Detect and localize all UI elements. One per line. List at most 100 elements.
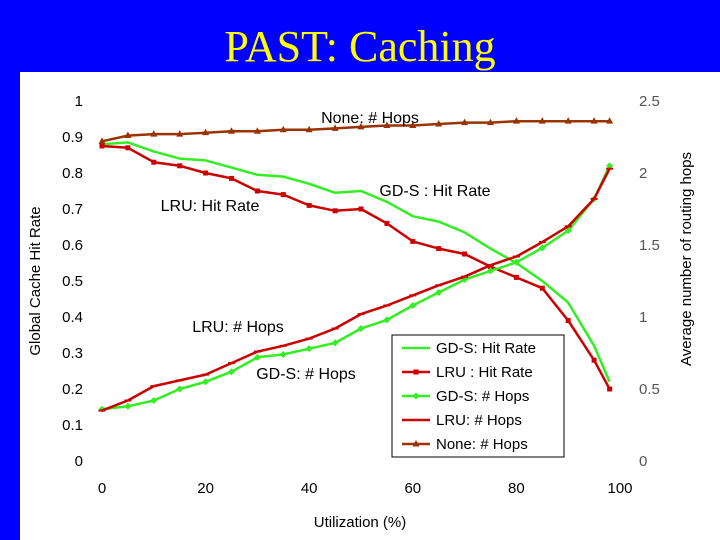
y2-tick-label: 2.5	[639, 93, 660, 110]
chart-svg: 0 0.1 0.2 0.3 0.4 0.5 0.6 0.7 0.8 0.9 1 0 0.5 1 1.5 2 2…	[27, 93, 695, 531]
data-point	[435, 289, 443, 297]
data-point	[332, 208, 338, 214]
data-point	[462, 251, 468, 257]
y-tick-label: 1	[75, 93, 83, 110]
legend-label: GD-S: # Hops	[436, 388, 529, 405]
y-axis-label: Global Cache Hit Rate	[27, 206, 44, 355]
data-point	[409, 301, 417, 309]
data-point	[203, 170, 209, 176]
legend-label: LRU : Hit Rate	[436, 364, 533, 381]
legend-item: GD-S: # Hops	[402, 388, 529, 405]
data-point	[539, 285, 545, 291]
data-point	[564, 117, 572, 124]
series-none-hops	[98, 117, 614, 144]
data-point	[176, 130, 184, 137]
legend-label: GD-S: Hit Rate	[436, 340, 536, 357]
slide-title: PAST: Caching	[224, 22, 496, 71]
data-point	[538, 117, 546, 124]
data-point	[591, 357, 597, 363]
x-tick-label: 20	[197, 480, 214, 497]
legend-marker	[412, 392, 420, 400]
legend-label: None: # Hops	[436, 436, 528, 453]
x-tick-label: 40	[301, 480, 318, 497]
data-point	[253, 127, 261, 134]
y-tick-label: 0.5	[62, 273, 83, 290]
data-point	[177, 163, 183, 169]
data-point	[331, 339, 339, 347]
x-tick-label: 80	[508, 480, 525, 497]
data-point	[513, 274, 519, 280]
y-tick-label: 0.3	[62, 345, 83, 362]
annotation-label: GD-S : Hit Rate	[379, 183, 490, 200]
y-tick-label: 0.8	[62, 165, 83, 182]
y-tick-label: 0.6	[62, 237, 83, 254]
right-axis-ticks: 0 0.5 1 1.5 2 2.5	[639, 93, 660, 470]
legend-item: None: # Hops	[402, 436, 528, 453]
legend-item: LRU : Hit Rate	[402, 364, 533, 381]
data-point	[279, 350, 287, 358]
data-point	[306, 202, 312, 208]
data-point	[565, 318, 571, 324]
data-point	[280, 192, 286, 198]
x-axis-label: Utilization (%)	[314, 514, 407, 531]
y2-tick-label: 0.5	[639, 381, 660, 398]
left-axis-ticks: 0 0.1 0.2 0.3 0.4 0.5 0.6 0.7 0.8 0.9 1	[62, 93, 83, 470]
data-point	[124, 402, 132, 410]
data-point	[98, 137, 106, 144]
series-line	[101, 141, 611, 383]
data-point	[279, 125, 287, 133]
y2-tick-label: 0	[639, 453, 647, 470]
x-tick-label: 0	[98, 480, 106, 497]
data-point	[99, 143, 105, 149]
y2-tick-label: 1.5	[639, 237, 660, 254]
data-point	[487, 267, 494, 275]
data-point	[512, 258, 520, 266]
data-point	[435, 120, 443, 127]
legend: GD-S: Hit Rate LRU : Hit Rate GD-S: # Hops…	[391, 334, 565, 458]
annotation-label: LRU: # Hops	[192, 319, 284, 336]
series-lru-hops	[98, 167, 614, 412]
legend-label: LRU: # Hops	[436, 412, 522, 429]
data-point	[461, 118, 469, 126]
data-point	[487, 118, 494, 126]
y-tick-label: 0.7	[62, 201, 83, 218]
series-gd-s-hit-rate	[101, 141, 611, 383]
x-tick-label: 100	[607, 480, 632, 497]
data-point	[150, 397, 158, 405]
data-point	[436, 246, 442, 252]
y2-axis-label: Average number of routing hops	[678, 152, 695, 366]
y-tick-label: 0.1	[62, 417, 83, 434]
x-axis-ticks: 0 20 40 60 80 100	[98, 480, 633, 497]
annotation-label: None: # Hops	[321, 110, 419, 127]
data-point	[254, 188, 260, 194]
legend-marker	[412, 440, 420, 447]
chart-panel: 0 0.1 0.2 0.3 0.4 0.5 0.6 0.7 0.8 0.9 1 0 0.5 1 1.5 2 2…	[20, 72, 720, 540]
data-point	[358, 206, 364, 212]
data-point	[305, 345, 313, 353]
annotations: None: # Hops LRU: Hit Rate GD-S : Hit Rate…	[161, 110, 491, 383]
annotation-label: GD-S: # Hops	[256, 366, 356, 383]
data-point	[384, 220, 390, 226]
data-point	[564, 227, 572, 235]
data-point	[229, 175, 234, 181]
data-point	[151, 159, 157, 165]
data-point	[150, 130, 158, 137]
data-point	[607, 386, 613, 392]
data-point	[383, 121, 391, 128]
data-point	[228, 368, 235, 376]
y2-tick-label: 1	[639, 309, 647, 326]
x-tick-label: 60	[404, 480, 421, 497]
data-point	[357, 325, 365, 333]
data-point	[331, 124, 339, 131]
data-point	[590, 117, 598, 124]
data-point	[305, 125, 313, 133]
data-point	[606, 162, 614, 170]
data-point	[538, 244, 546, 252]
data-point	[253, 353, 261, 361]
data-point	[228, 127, 235, 134]
legend-item: LRU: # Hops	[402, 412, 522, 429]
data-point	[409, 121, 417, 128]
data-point	[606, 117, 614, 124]
data-point	[383, 316, 391, 324]
y-tick-label: 0.4	[62, 309, 83, 326]
